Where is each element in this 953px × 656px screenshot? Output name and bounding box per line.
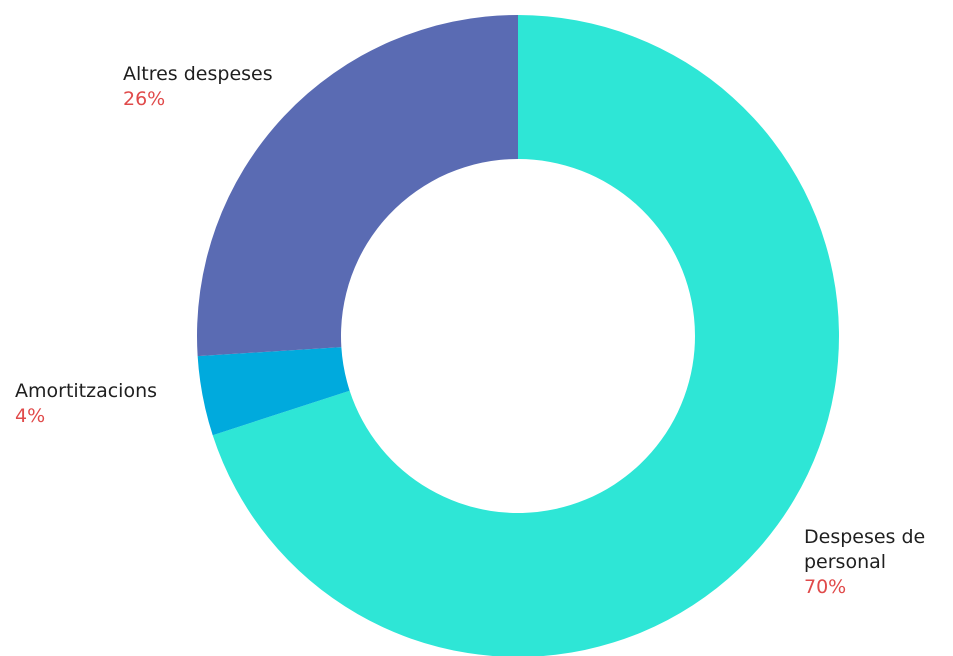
slice-label-2: Altres despeses 26% xyxy=(123,63,273,110)
slice-label-0: Despeses de personal 70% xyxy=(804,526,925,598)
donut-slices xyxy=(197,15,839,656)
slice-value-label: 4% xyxy=(15,405,45,427)
slice-1 xyxy=(197,347,350,436)
slice-label-1: Amortitzacions 4% xyxy=(15,380,157,427)
slice-2 xyxy=(197,15,518,357)
slice-label-name: personal xyxy=(804,551,886,573)
slice-label-name: Despeses de xyxy=(804,526,925,548)
slice-0 xyxy=(212,15,839,656)
slice-value-label: 70% xyxy=(804,576,846,598)
slice-label-name: Altres despeses xyxy=(123,63,273,85)
slice-labels: Despeses de personal 70% Amortitzacions 4% Al… xyxy=(15,63,925,598)
slice-value-label: 26% xyxy=(123,88,165,110)
slice-label-name: Amortitzacions xyxy=(15,380,157,402)
